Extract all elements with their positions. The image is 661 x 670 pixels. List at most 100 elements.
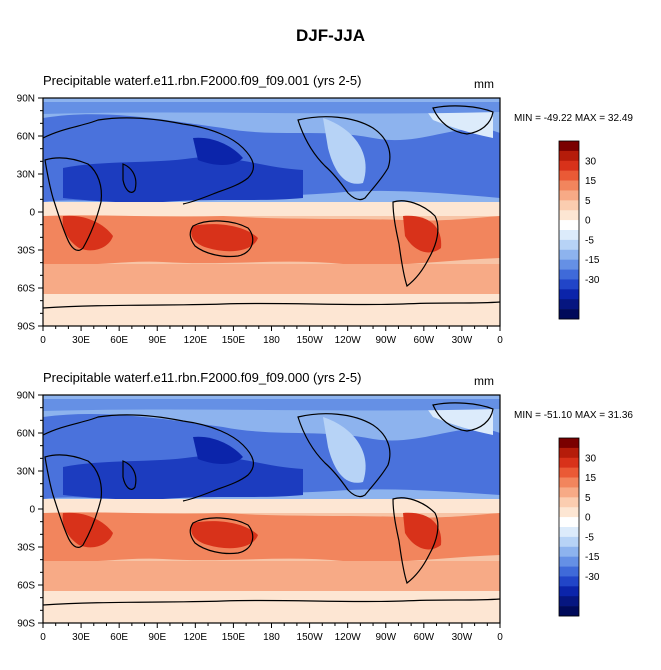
field-sh-polar	[43, 591, 500, 623]
field-arctic-light	[423, 105, 493, 138]
colorbar-label: -30	[585, 275, 600, 286]
coast-india	[122, 163, 137, 193]
lon-axis-2: 0 30E 60E 90E 120E 150E 180 150W 120W 90W 60W 30W 0	[40, 623, 503, 643]
colorbar-swatch	[559, 487, 579, 498]
colorbar-swatch	[559, 230, 579, 241]
coastlines	[42, 402, 501, 606]
colorbar-swatch	[559, 309, 579, 320]
field-sh-polar	[43, 294, 500, 326]
colorbar-swatch	[559, 200, 579, 211]
lon-tick-label: 0	[40, 335, 46, 346]
colorbar-swatch	[559, 210, 579, 221]
field-sh-mid	[43, 264, 500, 294]
panel-units-2: mm	[474, 374, 494, 388]
field-samerica-hot	[403, 512, 442, 550]
colorbar-swatch	[559, 160, 579, 171]
field-nh-deep-2	[193, 137, 243, 165]
coastlines	[42, 105, 501, 309]
colorbar-label: 0	[585, 513, 591, 524]
colorbar-label: -30	[585, 572, 600, 583]
coast-antarctica	[42, 301, 501, 309]
colorbar-swatch	[559, 438, 579, 449]
lon-tick-label: 120E	[184, 632, 208, 643]
colorbar-swatch	[559, 536, 579, 548]
coast-europe-asia	[42, 414, 255, 502]
lon-tick-label: 60E	[110, 335, 128, 346]
colorbar-swatch	[559, 180, 579, 191]
lat-tick-label: 60N	[17, 132, 35, 143]
coast-north-america	[297, 116, 391, 201]
colorbar-swatch	[559, 249, 579, 260]
lat-tick-label: 0	[29, 505, 35, 516]
colorbar-frame	[558, 437, 580, 617]
lon-tick-label: 0	[497, 632, 503, 643]
lon-tick-label: 180	[263, 632, 280, 643]
panel-title-2: Precipitable waterf.e11.rbn.F2000.f09_f0…	[43, 370, 362, 385]
field-australia-hot	[191, 224, 258, 252]
field-sh-mid	[43, 561, 500, 591]
colorbar-swatch	[559, 586, 579, 597]
colorbar-2: 30 15 5 0 -5 -15 -30	[558, 437, 600, 617]
colorbar-label: -15	[585, 255, 600, 266]
lat-tick-label: 30N	[17, 467, 35, 478]
colorbar-swatch	[559, 269, 579, 280]
field-australia-hot	[191, 521, 258, 549]
field-nh-light	[323, 417, 366, 483]
colorbar-swatch	[559, 289, 579, 300]
coast-antarctica	[42, 598, 501, 606]
colorbar-label: 5	[585, 196, 591, 207]
lon-tick-label: 90E	[148, 335, 166, 346]
colorbar-label: 15	[585, 176, 597, 187]
coast-south-america	[392, 497, 439, 584]
colorbar-swatch	[559, 606, 579, 617]
field-greenland-blue	[43, 399, 500, 411]
coast-australia	[189, 220, 254, 258]
colorbar-label: -5	[585, 532, 594, 543]
colorbar-swatch	[559, 517, 579, 528]
map-2: 90N 60N 30N 0 30S 60S 90S 0 30E 60E 90E 120E 150E 18…	[17, 391, 600, 644]
colorbar-swatch	[559, 527, 579, 538]
lat-tick-label: 90N	[17, 391, 35, 402]
lon-tick-label: 60W	[414, 632, 435, 643]
field-africa-hot	[62, 512, 113, 548]
colorbar-swatch	[559, 190, 579, 201]
colorbar-swatch	[559, 259, 579, 270]
colorbar-swatch	[559, 477, 579, 488]
lon-tick-label: 180	[263, 335, 280, 346]
coast-australia	[189, 517, 254, 555]
colorbar-swatch	[559, 596, 579, 607]
colorbar-swatch	[559, 239, 579, 251]
colorbar-swatch	[559, 170, 579, 181]
colorbar-swatch	[559, 566, 579, 577]
lon-tick-label: 120W	[335, 632, 362, 643]
coast-greenland	[432, 402, 494, 432]
panel-units-1: mm	[474, 77, 494, 91]
map-panel-1: Precipitable waterf.e11.rbn.F2000.f09_f0…	[0, 73, 661, 373]
lat-tick-label: 30S	[17, 543, 35, 554]
coast-africa	[44, 454, 103, 548]
colorbar-label: 30	[585, 156, 597, 167]
colorbar-label: -5	[585, 235, 594, 246]
lat-tick-label: 90S	[17, 619, 35, 630]
coast-north-america	[297, 413, 391, 498]
colorbar-swatch	[559, 141, 579, 152]
field-africa-hot	[62, 215, 113, 251]
colorbar-label: 30	[585, 453, 597, 464]
lon-tick-label: 30W	[452, 632, 473, 643]
colorbar-frame	[558, 140, 580, 320]
colorbar-label: 15	[585, 473, 597, 484]
lon-tick-label: 90E	[148, 632, 166, 643]
colorbar-label: 0	[585, 216, 591, 227]
lon-tick-label: 150W	[297, 335, 324, 346]
lat-axis-1: 90N 60N 30N 0 30S 60S 90S	[17, 94, 43, 333]
lon-tick-label: 0	[497, 335, 503, 346]
field-sh-warm	[43, 215, 500, 266]
colorbar-swatch	[559, 507, 579, 518]
panel-minmax-1: MIN = -49.22 MAX = 32.49	[514, 113, 633, 124]
colorbar-swatch	[559, 299, 579, 310]
field-equator	[43, 202, 500, 216]
lat-tick-label: 90S	[17, 322, 35, 333]
panel-minmax-2: MIN = -51.10 MAX = 31.36	[514, 410, 633, 421]
lat-tick-label: 60N	[17, 429, 35, 440]
lon-tick-label: 150E	[222, 632, 246, 643]
